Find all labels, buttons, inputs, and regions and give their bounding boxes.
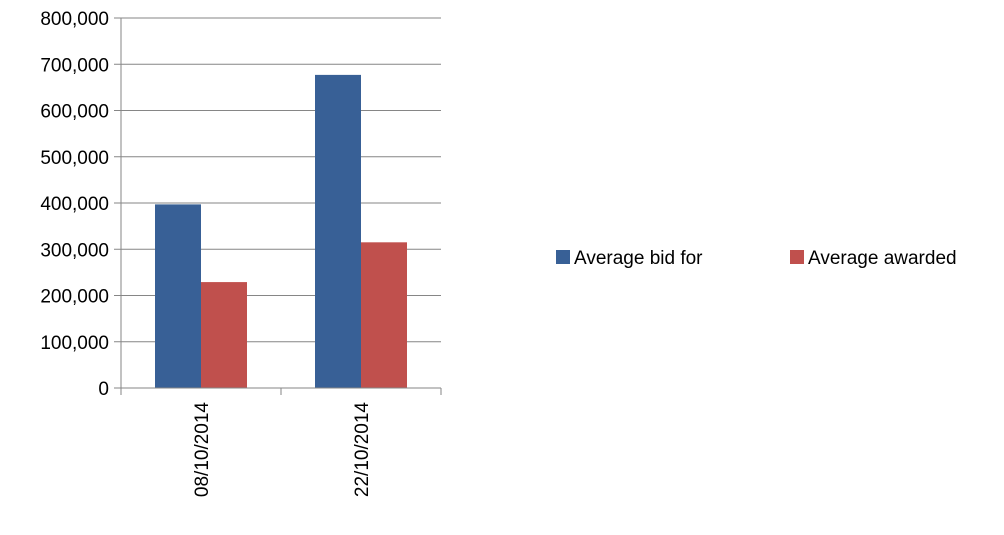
legend-swatch <box>790 250 804 264</box>
y-tick-label: 700,000 <box>40 55 109 76</box>
y-tick-label: 100,000 <box>40 333 109 354</box>
bar <box>201 282 247 388</box>
x-axis-ticks: 08/10/2014 22/10/2014 <box>120 388 442 498</box>
y-tick-label: 300,000 <box>40 240 109 261</box>
y-tick-label: 600,000 <box>40 102 109 123</box>
y-tick-label: 200,000 <box>40 287 109 308</box>
legend-label: Average bid for <box>574 248 703 269</box>
x-category-label: 22/10/2014 <box>352 402 373 498</box>
x-category-label: 08/10/2014 <box>192 402 213 498</box>
y-tick-label: 0 <box>98 379 109 400</box>
y-tick-label: 400,000 <box>40 194 109 215</box>
bars <box>155 74 407 388</box>
legend: Average bid for Average awarded <box>556 248 957 269</box>
y-tick-label: 500,000 <box>40 148 109 169</box>
y-axis-ticks: 0 100,000 200,000 300,000 400,000 500,000 600,… <box>40 9 121 400</box>
legend-swatch <box>556 250 570 264</box>
y-tick-label: 800,000 <box>40 9 109 30</box>
legend-label: Average awarded <box>808 248 957 269</box>
bar <box>361 242 407 388</box>
bar <box>155 204 201 388</box>
bar <box>315 74 361 388</box>
